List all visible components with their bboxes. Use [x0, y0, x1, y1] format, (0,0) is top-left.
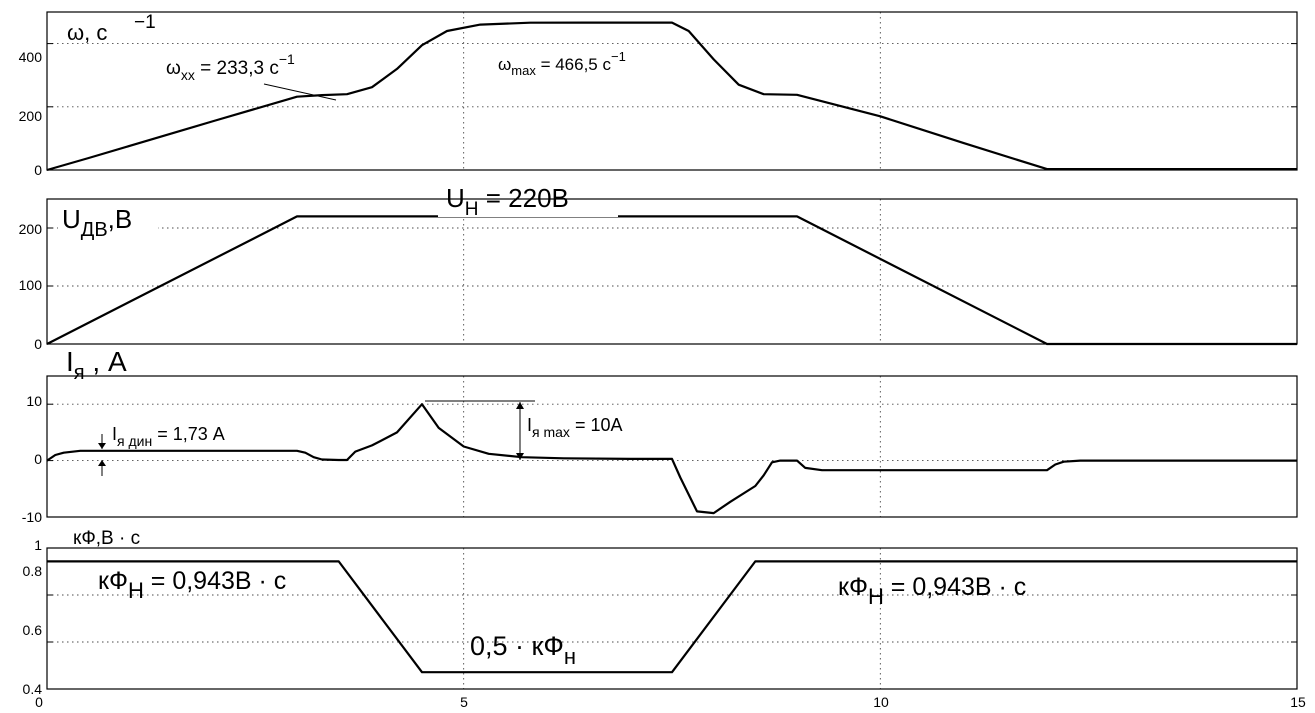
omega-xx-value: = 233,3 c: [195, 58, 279, 79]
omega-ylabel: ω, c: [67, 20, 107, 45]
omega-yticks: 0 200 400: [19, 49, 43, 178]
panel-voltage: 0 100 200 UДВ,B UH = 220B: [19, 183, 1298, 352]
omega-xx-base: ω: [166, 58, 181, 79]
omega-curve: [46, 21, 1297, 172]
current-imax-label: Iя max = 10A: [527, 415, 622, 440]
flux-kfn-left: кФH = 0,943В · с: [98, 567, 286, 603]
voltage-curve: [46, 215, 1297, 346]
omega-max-label: ωmax = 466,5 c−1: [498, 49, 626, 78]
xtick-0: 0: [35, 694, 43, 710]
current-grid: [47, 376, 1297, 518]
current-imax-arrow: [516, 402, 524, 460]
flux-ytick-06: 0.6: [23, 622, 43, 638]
current-idyn-label: Iя дин = 1,73 A: [112, 424, 225, 449]
omega-xx-label: ωxx = 233,3 c−1: [166, 51, 295, 83]
omega-grid: [47, 12, 1297, 171]
omega-ytick-400: 400: [19, 49, 43, 65]
xtick-15: 15: [1290, 694, 1306, 710]
current-ytick-0: 0: [34, 451, 42, 467]
flux-half-label: 0,5 · кФн: [470, 631, 576, 669]
omega-max-sup: −1: [611, 49, 626, 64]
flux-ytick-08: 0.8: [23, 563, 43, 579]
voltage-ytick-0: 0: [34, 336, 42, 352]
omega-xx-sup: −1: [279, 51, 295, 67]
current-frame: [46, 375, 1298, 518]
voltage-ytick-100: 100: [19, 277, 43, 293]
flux-xticks: 0 5 10 15: [35, 694, 1306, 710]
panel-omega: 0 200 400 ω, c −1 ωxx = 233,3 c−1 ωmax =…: [19, 10, 1298, 178]
flux-kfn-right: кФH = 0,943В · с: [838, 573, 1026, 609]
flux-ytick-1: 1: [34, 537, 42, 553]
omega-xx-leader: [263, 83, 337, 101]
omega-max-base: ω: [498, 55, 511, 74]
xtick-10: 10: [873, 694, 889, 710]
flux-ytick-04: 0.4: [23, 681, 43, 697]
voltage-un-label: UH = 220B: [446, 183, 569, 220]
voltage-ylabel: UДВ,B: [62, 204, 132, 241]
voltage-frame: [46, 198, 1298, 345]
omega-frame: [46, 11, 1298, 171]
current-curve: [46, 403, 1297, 515]
xtick-5: 5: [460, 694, 468, 710]
panel-current: -10 0 10 Iя , A Iя дин = 1,73 A Iя max =…: [22, 346, 1298, 525]
current-ylabel: Iя , A: [66, 346, 127, 384]
current-ytick-10: 10: [26, 393, 42, 409]
flux-ylabel: кФ,В · с: [73, 528, 140, 549]
omega-max-value: = 466,5 c: [536, 55, 612, 74]
omega-max-sub: max: [511, 63, 536, 78]
omega-ytick-200: 200: [19, 108, 43, 124]
omega-ytick-0: 0: [34, 162, 42, 178]
flux-yticks: 0.4 0.6 0.8 1: [23, 537, 43, 697]
voltage-yticks: 0 100 200: [19, 221, 43, 352]
current-ytick-neg10: -10: [22, 509, 42, 525]
current-yticks: -10 0 10: [22, 393, 42, 525]
omega-ylabel-sup: −1: [134, 12, 156, 33]
current-idyn-arrows: [98, 434, 106, 476]
panel-flux: 0.4 0.6 0.8 1 кФ,В · с кФH = 0,943В · с …: [23, 524, 1306, 710]
flux-frame: [46, 547, 1298, 690]
voltage-grid: [47, 199, 1297, 345]
voltage-ytick-200: 200: [19, 221, 43, 237]
omega-xx-sub: xx: [181, 67, 195, 83]
flux-curve: [47, 560, 1297, 674]
